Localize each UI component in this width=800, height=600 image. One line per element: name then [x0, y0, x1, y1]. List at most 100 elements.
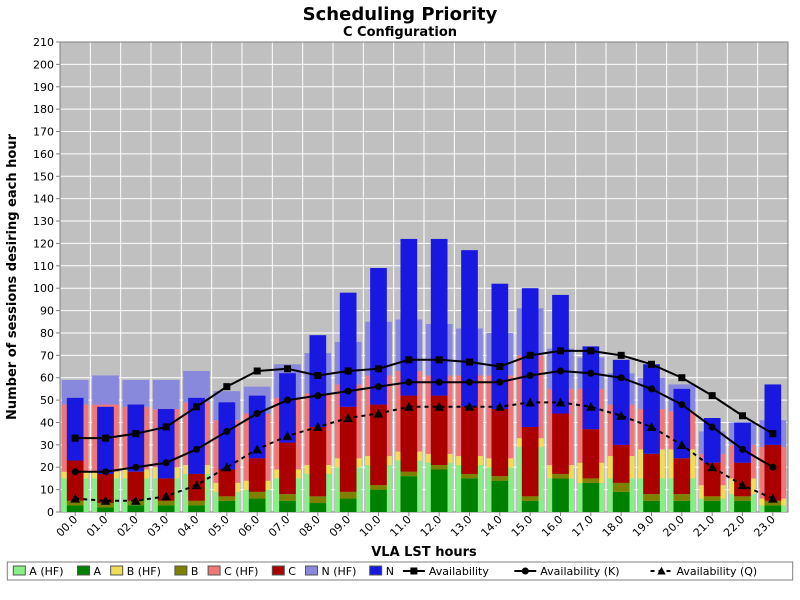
svg-text:160: 160	[33, 148, 54, 161]
bar-C	[309, 427, 326, 496]
bar-B	[613, 483, 630, 492]
bar-B	[704, 496, 721, 500]
bar-B	[309, 496, 326, 503]
marker-avail	[102, 435, 109, 442]
svg-text:C: C	[288, 565, 296, 578]
bar-C	[673, 458, 690, 494]
bar-C	[522, 427, 539, 496]
svg-text:10: 10	[40, 484, 54, 497]
marker-avail	[405, 356, 412, 363]
bar-A	[249, 499, 266, 512]
bar-A	[582, 483, 599, 512]
bar-N_HF	[92, 375, 119, 404]
svg-text:50: 50	[40, 394, 54, 407]
marker-avail_K	[132, 464, 139, 471]
marker-avail_K	[405, 379, 412, 386]
marker-avail_K	[314, 392, 321, 399]
svg-text:90: 90	[40, 305, 54, 318]
marker-avail_K	[769, 464, 776, 471]
svg-text:A: A	[94, 565, 102, 578]
marker-avail	[527, 352, 534, 359]
marker-avail_K	[466, 379, 473, 386]
bar-B	[249, 492, 266, 499]
bar-N	[309, 335, 326, 427]
bar-A	[158, 505, 175, 512]
svg-text:190: 190	[33, 81, 54, 94]
svg-text:130: 130	[33, 215, 54, 228]
svg-text:N (HF): N (HF)	[322, 565, 357, 578]
bar-A	[734, 501, 751, 512]
bar-N_HF	[153, 380, 180, 409]
bar-B	[552, 474, 569, 478]
svg-text:30: 30	[40, 439, 54, 452]
bar-A	[431, 469, 448, 512]
marker-avail	[254, 368, 261, 375]
svg-text:70: 70	[40, 349, 54, 362]
bar-N	[127, 405, 144, 472]
svg-text:N: N	[386, 565, 394, 578]
bar-B	[491, 476, 508, 480]
marker-avail	[436, 356, 443, 363]
marker-avail_K	[709, 423, 716, 430]
marker-avail_K	[102, 468, 109, 475]
marker-avail	[72, 435, 79, 442]
bar-N	[734, 422, 751, 462]
marker-avail	[678, 374, 685, 381]
marker-avail_K	[648, 385, 655, 392]
bar-N	[643, 364, 660, 454]
bar-A	[673, 501, 690, 512]
marker-avail	[739, 412, 746, 419]
svg-text:40: 40	[40, 416, 54, 429]
marker-avail	[466, 359, 473, 366]
marker-avail	[769, 430, 776, 437]
bar-B	[673, 494, 690, 501]
marker-avail_K	[739, 446, 746, 453]
svg-text:140: 140	[33, 193, 54, 206]
scheduling-priority-chart: 0102030405060708090100110120130140150160…	[0, 0, 800, 600]
bar-C	[582, 429, 599, 478]
marker-avail	[587, 347, 594, 354]
bar-C	[491, 409, 508, 476]
svg-text:150: 150	[33, 170, 54, 183]
svg-text:210: 210	[33, 36, 54, 49]
marker-avail_K	[496, 379, 503, 386]
marker-avail_K	[193, 446, 200, 453]
chart-title: Scheduling Priority	[303, 4, 498, 25]
bar-B	[431, 465, 448, 469]
svg-text:200: 200	[33, 58, 54, 71]
bar-A	[279, 501, 296, 512]
bar-A	[67, 505, 84, 512]
bar-C	[643, 454, 660, 494]
bar-A	[218, 501, 235, 512]
svg-text:110: 110	[33, 260, 54, 273]
marker-avail	[314, 372, 321, 379]
marker-avail_K	[284, 397, 291, 404]
bar-N	[613, 360, 630, 445]
marker-avail	[132, 430, 139, 437]
svg-text:Availability (Q): Availability (Q)	[677, 565, 758, 578]
bar-B	[370, 485, 387, 489]
bar-A	[400, 476, 417, 512]
svg-text:Availability: Availability	[429, 565, 489, 578]
marker-avail_K	[223, 428, 230, 435]
bar-B	[400, 472, 417, 476]
marker-avail	[648, 361, 655, 368]
svg-text:A (HF): A (HF)	[29, 565, 63, 578]
bar-N	[67, 398, 84, 461]
svg-text:B (HF): B (HF)	[127, 565, 161, 578]
marker-avail	[284, 365, 291, 372]
bar-B	[158, 501, 175, 505]
bar-A	[188, 505, 205, 512]
bar-A	[127, 505, 144, 512]
bar-B	[188, 501, 205, 505]
marker-avail_K	[163, 459, 170, 466]
marker-avail	[163, 423, 170, 430]
marker-avail_K	[618, 374, 625, 381]
bar-N	[431, 239, 448, 396]
svg-text:100: 100	[33, 282, 54, 295]
legend: A (HF)AB (HF)BC (HF)CN (HF)NAvailability…	[7, 562, 792, 580]
bar-N_HF	[122, 380, 149, 407]
bar-A	[522, 501, 539, 512]
bar-B	[461, 474, 478, 478]
marker-avail_K	[345, 388, 352, 395]
